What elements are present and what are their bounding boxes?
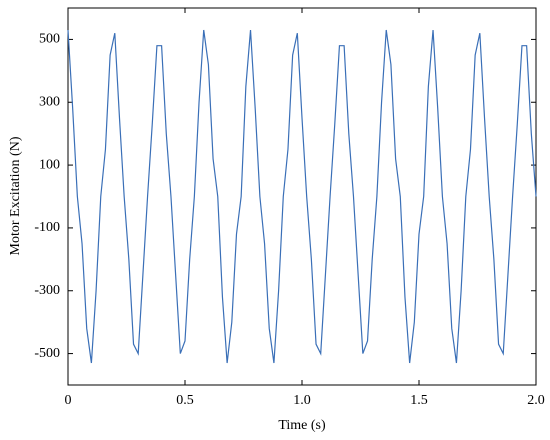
y-tick-label: 300 [39, 94, 60, 109]
data-line [67, 29, 537, 364]
y-tick-label: 500 [39, 32, 60, 47]
x-tick-label: 1.0 [293, 393, 311, 408]
y-axis-label: Motor Excitation (N) [8, 136, 23, 255]
y-tick-label: 100 [39, 157, 60, 172]
y-tick-label: -300 [34, 283, 60, 298]
x-tick-label: 0.5 [176, 393, 194, 408]
x-tick-label: 0 [65, 393, 72, 408]
x-tick-label: 1.5 [410, 393, 428, 408]
x-axis-label: Time (s) [278, 418, 326, 433]
y-tick-label: -100 [34, 220, 60, 235]
x-tick-label: 2.0 [527, 393, 545, 408]
y-tick-label: -500 [34, 346, 60, 361]
